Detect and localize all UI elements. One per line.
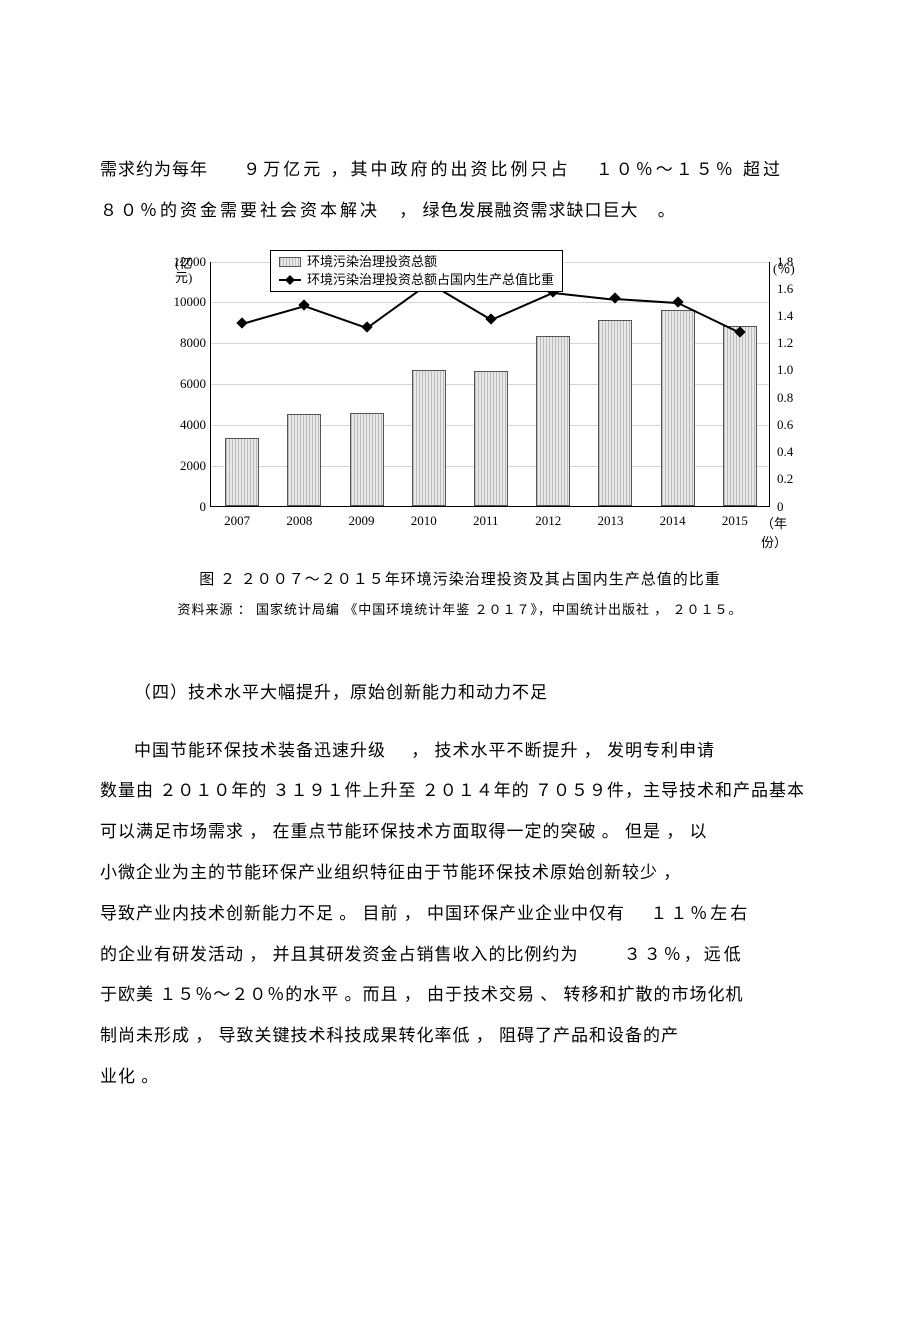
- y-left-tick-label: 2000: [161, 458, 206, 474]
- x-tick-label: 2008: [286, 513, 312, 529]
- intro-line2-c: 。: [658, 201, 676, 220]
- bar: [598, 320, 632, 506]
- line-point: [299, 299, 310, 310]
- body-p5a: 导致产业内技术创新能力不足 。 目前 ， 中国环保产业企业中仅有: [100, 904, 625, 923]
- body-p3: 可以满足市场需求 ， 在重点节能环保技术方面取得一定的突破 。 但是 ， 以: [100, 812, 820, 853]
- y-right-tick-label: 1.0: [777, 362, 793, 378]
- line-segment: [491, 292, 554, 321]
- y-left-tick-label: 8000: [161, 335, 206, 351]
- x-tick-label: 2009: [349, 513, 375, 529]
- body-p1a: 中国节能环保技术装备迅速升级: [134, 741, 386, 760]
- legend-line-label: 环境污染治理投资总额占国内生产总值比重: [307, 271, 554, 289]
- bar: [287, 414, 321, 506]
- bar: [723, 326, 757, 506]
- y-right-tick-label: 0.4: [777, 444, 793, 460]
- x-tick-label: 2011: [473, 513, 499, 529]
- intro-line2-a: ８０％的资金需要社会资本解决: [100, 201, 380, 220]
- body-p8: 制尚未形成 ， 导致关键技术科技成果转化率低 ， 阻碍了产品和设备的产: [100, 1016, 820, 1057]
- intro-line2-b: ， 绿色发展融资需求缺口巨大: [399, 201, 638, 220]
- bar: [412, 370, 446, 506]
- bar: [350, 413, 384, 506]
- body-paragraph: 中国节能环保技术装备迅速升级 ， 技术水平不断提升 ， 发明专利申请 数量由 ２…: [100, 731, 820, 1098]
- y-right-tick-label: 0.6: [777, 417, 793, 433]
- section-heading: （四）技术水平大幅提升，原始创新能力和动力不足: [100, 678, 820, 703]
- y-right-tick-label: 1.4: [777, 308, 793, 324]
- chart-plot: (％) 02000400060008000100001200000.20.40.…: [210, 262, 770, 507]
- figure-source: 资料来源 ： 国家统计局编 《中国环境统计年鉴 ２０１７》，中国统计出版社 ， …: [100, 599, 820, 618]
- legend-bar-row: 环境污染治理投资总额: [279, 253, 554, 271]
- line-point: [672, 297, 683, 308]
- x-tick-label: 2007: [224, 513, 250, 529]
- line-segment: [242, 305, 305, 324]
- y-right-tick-label: 0.2: [777, 471, 793, 487]
- y-right-tick-label: 1.6: [777, 281, 793, 297]
- intro-line1-b: ９万亿元 ，其中政府的出资比例只占: [243, 160, 570, 179]
- body-p6b: ３３％，远低: [624, 945, 744, 964]
- chart-figure: 环境污染治理投资总额 环境污染治理投资总额占国内生产总值比重 (亿 元) (％)…: [150, 252, 770, 552]
- intro-line1-a: 需求约为每年: [100, 160, 208, 179]
- chart-legend: 环境污染治理投资总额 环境污染治理投资总额占国内生产总值比重: [270, 250, 563, 292]
- line-segment: [553, 292, 615, 300]
- y-right-tick-label: 1.8: [777, 254, 793, 270]
- body-p1b: ， 技术水平不断提升 ， 发明专利申请: [411, 741, 715, 760]
- grid-line: [211, 302, 769, 303]
- chart-area: 环境污染治理投资总额 环境污染治理投资总额占国内生产总值比重 (亿 元) (％)…: [150, 252, 770, 552]
- line-segment: [304, 305, 367, 328]
- y-left-tick-label: 12000: [161, 254, 206, 270]
- x-tick-label: 2015: [722, 513, 748, 529]
- body-p9: 业化 。: [100, 1057, 820, 1098]
- legend-bar-swatch: [279, 257, 301, 267]
- y-right-tick-label: 1.2: [777, 335, 793, 351]
- figure-caption: 图 ２ ２００７～２０１５年环境污染治理投资及其占国内生产总值的比重: [100, 568, 820, 589]
- bar: [474, 371, 508, 506]
- x-tick-label: 2014: [660, 513, 686, 529]
- x-axis-caption: （年份）: [761, 513, 787, 551]
- line-point: [236, 317, 247, 328]
- bar: [225, 438, 259, 505]
- body-p7: 于欧美 １５％～２０％的水平 。而且 ， 由于技术交易 、 转移和扩散的市场化机: [100, 975, 820, 1016]
- bar: [536, 336, 570, 505]
- x-tick-label: 2010: [411, 513, 437, 529]
- y-left-tick-label: 10000: [161, 294, 206, 310]
- line-point: [485, 313, 496, 324]
- legend-line-row: 环境污染治理投资总额占国内生产总值比重: [279, 271, 554, 289]
- x-tick-label: 2012: [535, 513, 561, 529]
- legend-bar-label: 环境污染治理投资总额: [307, 253, 437, 271]
- y-right-tick-label: 0.8: [777, 390, 793, 406]
- y-left-unit-2: 元): [175, 270, 192, 285]
- body-p5b: １１％左右: [650, 904, 750, 923]
- body-p2: 数量由 ２０１０年的 ３１９１件上升至 ２０１４年的 ７０５９件，主导技术和产品…: [100, 771, 820, 812]
- body-p6a: 的企业有研发活动 ， 并且其研发资金占销售收入的比例约为: [100, 945, 579, 964]
- x-tick-label: 2013: [597, 513, 623, 529]
- y-left-tick-label: 0: [161, 499, 206, 515]
- y-left-tick-label: 4000: [161, 417, 206, 433]
- intro-line1-c: １０％～１５％ 超过: [596, 160, 783, 179]
- legend-line-swatch: [279, 279, 301, 281]
- bar: [661, 310, 695, 506]
- body-p4: 小微企业为主的节能环保产业组织特征由于节能环保技术原始创新较少 ，: [100, 853, 820, 894]
- y-left-tick-label: 6000: [161, 376, 206, 392]
- intro-paragraph: 需求约为每年 ９万亿元 ，其中政府的出资比例只占 １０％～１５％ 超过 ８０％的…: [100, 150, 820, 232]
